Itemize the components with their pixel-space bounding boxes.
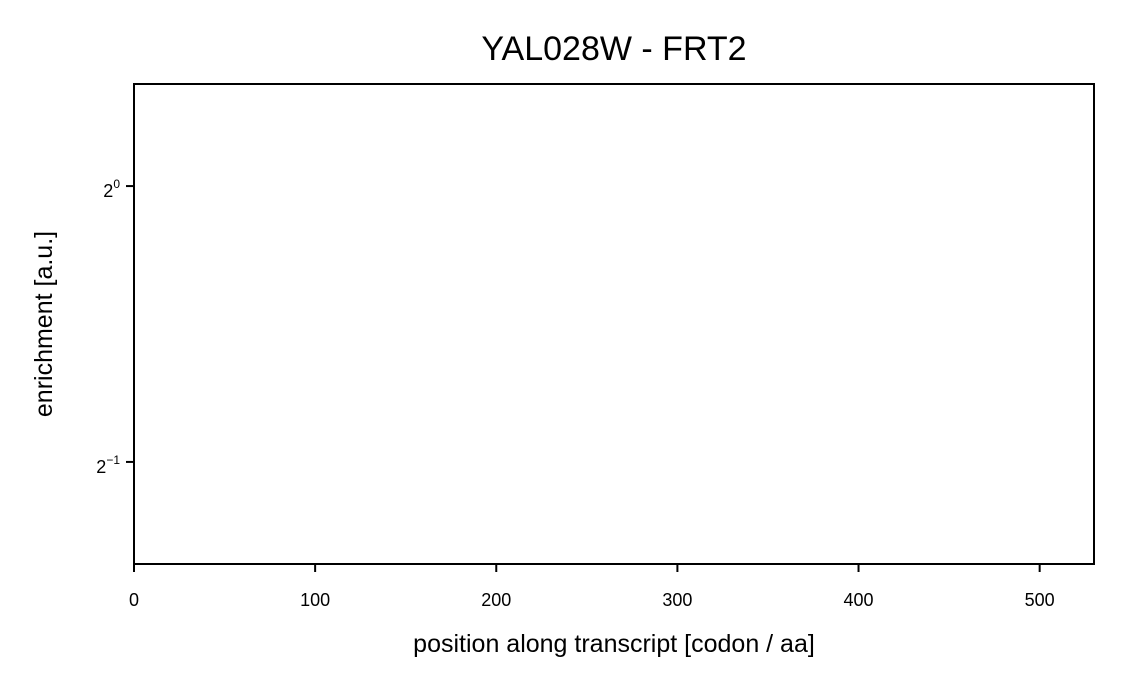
y-axis-label: enrichment [a.u.]	[30, 231, 58, 417]
x-tick-label: 200	[481, 590, 511, 610]
x-tick-label: 400	[844, 590, 874, 610]
x-tick-label: 500	[1025, 590, 1055, 610]
chart-title: YAL028W - FRT2	[481, 30, 746, 68]
plot-area	[133, 83, 1095, 565]
y-tick-label: 2−1	[96, 453, 120, 477]
y-tick-label: 20	[103, 177, 120, 201]
x-tick-label: 100	[300, 590, 330, 610]
x-axis: 0 100 200 300 400 500	[129, 564, 1055, 610]
x-axis-label: position along transcript [codon / aa]	[413, 630, 815, 658]
x-tick-label: 300	[662, 590, 692, 610]
y-axis: 20 2−1	[96, 177, 134, 477]
x-tick-label: 0	[129, 590, 139, 610]
